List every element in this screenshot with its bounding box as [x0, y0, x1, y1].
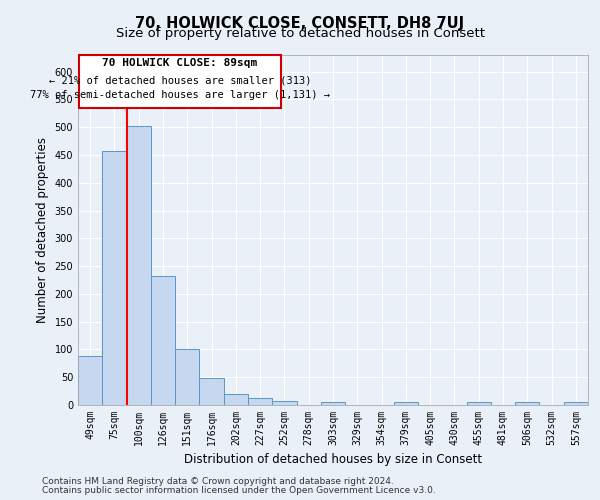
Bar [272, 401, 296, 405]
Bar [394, 402, 418, 405]
Bar [102, 151, 127, 405]
Text: Size of property relative to detached houses in Consett: Size of property relative to detached ho… [115, 28, 485, 40]
Text: Contains HM Land Registry data © Crown copyright and database right 2024.: Contains HM Land Registry data © Crown c… [42, 477, 394, 486]
Bar [175, 350, 199, 405]
X-axis label: Distribution of detached houses by size in Consett: Distribution of detached houses by size … [184, 454, 482, 466]
Text: ← 21% of detached houses are smaller (313): ← 21% of detached houses are smaller (31… [49, 75, 311, 85]
Bar [467, 402, 491, 405]
Bar [224, 394, 248, 405]
Bar [78, 356, 102, 405]
Bar [564, 402, 588, 405]
Text: Contains public sector information licensed under the Open Government Licence v3: Contains public sector information licen… [42, 486, 436, 495]
Bar [127, 126, 151, 405]
Bar [515, 402, 539, 405]
Text: 77% of semi-detached houses are larger (1,131) →: 77% of semi-detached houses are larger (… [30, 90, 330, 100]
FancyBboxPatch shape [79, 55, 281, 108]
Text: 70, HOLWICK CLOSE, CONSETT, DH8 7UJ: 70, HOLWICK CLOSE, CONSETT, DH8 7UJ [136, 16, 464, 31]
Text: 70 HOLWICK CLOSE: 89sqm: 70 HOLWICK CLOSE: 89sqm [103, 58, 257, 68]
Bar [248, 398, 272, 405]
Bar [321, 402, 345, 405]
Y-axis label: Number of detached properties: Number of detached properties [36, 137, 49, 323]
Bar [151, 276, 175, 405]
Bar [199, 378, 224, 405]
